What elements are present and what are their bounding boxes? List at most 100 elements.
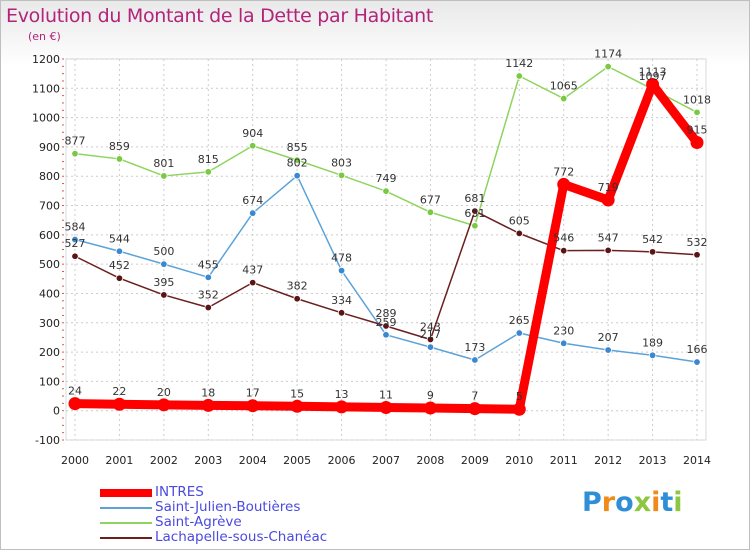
data-label: 18 bbox=[201, 386, 215, 399]
logo-letter: x bbox=[633, 487, 652, 518]
series-point-3 bbox=[249, 278, 257, 287]
data-label: 772 bbox=[553, 165, 574, 178]
series-point-0 bbox=[423, 401, 437, 415]
data-label: 877 bbox=[65, 135, 86, 148]
x-tick-label: 2007 bbox=[372, 454, 400, 467]
data-label: 719 bbox=[598, 181, 619, 194]
x-tick-label: 2000 bbox=[61, 454, 89, 467]
data-label: 674 bbox=[242, 194, 263, 207]
series-point-0 bbox=[690, 136, 704, 150]
series-point-0 bbox=[157, 398, 171, 412]
data-label: 1174 bbox=[594, 48, 622, 61]
data-label: 802 bbox=[287, 157, 308, 170]
x-tick-label: 2010 bbox=[505, 454, 533, 467]
series-point-1 bbox=[648, 351, 657, 360]
data-label: 173 bbox=[464, 341, 485, 354]
x-tick-label: 2014 bbox=[683, 454, 711, 467]
data-label: 677 bbox=[420, 193, 441, 206]
data-label: 24 bbox=[68, 385, 82, 398]
x-tick-label: 2006 bbox=[328, 454, 356, 467]
y-tick-label: 1200 bbox=[32, 53, 60, 66]
x-tick-label: 2001 bbox=[105, 454, 133, 467]
data-label: 265 bbox=[509, 314, 530, 327]
legend-label: Lachapelle-sous-Chanéac bbox=[155, 529, 328, 545]
legend-label: INTRES bbox=[155, 484, 204, 500]
data-label: 166 bbox=[687, 343, 708, 356]
series-point-3 bbox=[160, 291, 168, 299]
data-label: 1018 bbox=[683, 93, 711, 106]
data-label: 382 bbox=[287, 280, 308, 293]
series-point-3 bbox=[337, 309, 346, 317]
x-tick-label: 2009 bbox=[461, 454, 489, 467]
proxiti-logo: Proxiti bbox=[582, 487, 683, 518]
data-label: 7 bbox=[471, 390, 478, 403]
series-point-0 bbox=[68, 397, 82, 411]
data-label: 1065 bbox=[550, 80, 578, 93]
x-tick-label: 2004 bbox=[239, 454, 267, 467]
series-point-0 bbox=[646, 77, 660, 91]
series-point-2 bbox=[293, 156, 301, 164]
data-label: 815 bbox=[198, 153, 219, 166]
y-tick-label: 1100 bbox=[32, 82, 60, 95]
data-label: 289 bbox=[376, 307, 397, 320]
series-point-1 bbox=[604, 346, 612, 354]
series-point-0 bbox=[201, 398, 215, 412]
series-point-3 bbox=[115, 274, 124, 282]
data-label: 9 bbox=[427, 389, 434, 402]
data-label: 207 bbox=[598, 331, 619, 344]
data-label: 259 bbox=[376, 316, 397, 329]
logo-letter: P bbox=[582, 487, 602, 518]
series-point-2 bbox=[471, 222, 479, 230]
series-point-1 bbox=[293, 171, 301, 180]
y-tick-label: 300 bbox=[39, 317, 60, 330]
data-label: 915 bbox=[687, 124, 708, 137]
legend-label: Saint-Agrève bbox=[155, 514, 242, 530]
y-tick-label: 400 bbox=[39, 287, 60, 300]
series-point-1 bbox=[337, 266, 346, 275]
logo-letter: i bbox=[673, 487, 683, 518]
data-label: 15 bbox=[290, 387, 304, 400]
series-point-2 bbox=[204, 168, 212, 176]
series-point-0 bbox=[379, 400, 393, 414]
data-label: 5 bbox=[516, 390, 523, 403]
y-tick-label: 800 bbox=[39, 170, 60, 183]
series-point-3 bbox=[604, 246, 612, 255]
legend-swatch bbox=[100, 537, 152, 539]
series-point-3 bbox=[426, 335, 435, 344]
data-label: 859 bbox=[109, 140, 130, 153]
series-point-0 bbox=[335, 400, 349, 414]
series-point-2 bbox=[249, 142, 257, 150]
series-point-3 bbox=[71, 252, 79, 260]
series-point-1 bbox=[115, 247, 124, 255]
series-point-3 bbox=[382, 322, 390, 330]
logo-letter: r bbox=[601, 487, 616, 518]
data-label: 189 bbox=[642, 336, 663, 349]
data-label: 352 bbox=[198, 289, 219, 302]
series-point-2 bbox=[71, 149, 79, 158]
series-point-0 bbox=[601, 193, 615, 207]
data-label: 1142 bbox=[505, 57, 533, 70]
x-tick-label: 2002 bbox=[150, 454, 178, 467]
series-point-3 bbox=[648, 248, 657, 256]
series-point-0 bbox=[512, 402, 526, 416]
series-point-2 bbox=[426, 208, 435, 216]
series-point-2 bbox=[337, 171, 346, 180]
series-point-3 bbox=[293, 295, 301, 303]
data-label: 904 bbox=[242, 127, 263, 140]
y-tick-label: 0 bbox=[53, 405, 60, 418]
legend-swatch bbox=[100, 522, 152, 524]
x-tick-label: 2013 bbox=[639, 454, 667, 467]
series-point-0 bbox=[112, 397, 126, 411]
data-label: 17 bbox=[246, 387, 260, 400]
y-tick-label: 900 bbox=[39, 141, 60, 154]
series-point-2 bbox=[115, 155, 124, 163]
data-label: 230 bbox=[553, 324, 574, 337]
y-tick-label: 200 bbox=[39, 346, 60, 359]
series-point-0 bbox=[246, 399, 260, 413]
series-point-2 bbox=[160, 172, 168, 180]
data-label: 217 bbox=[420, 328, 441, 341]
data-label: 1113 bbox=[639, 65, 667, 78]
data-label: 20 bbox=[157, 386, 171, 399]
data-label: 547 bbox=[598, 231, 619, 244]
